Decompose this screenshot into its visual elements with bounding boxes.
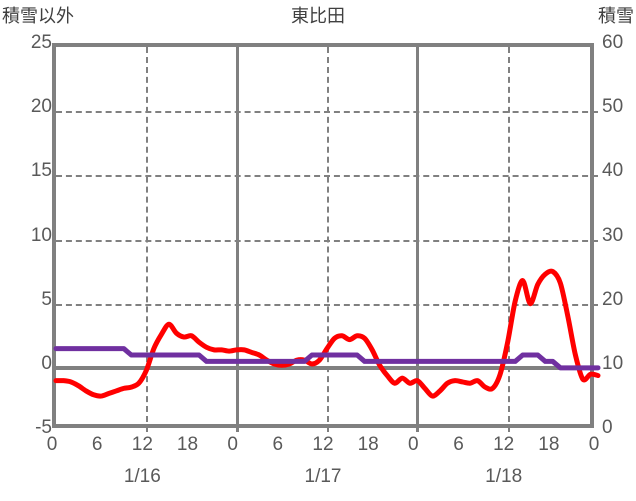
vertical-gridline-day-boundary (416, 47, 420, 432)
x-axis-tick: 6 (91, 434, 103, 455)
vertical-gridline-noon (327, 47, 329, 432)
right-axis-tick: 50 (602, 96, 624, 118)
vertical-gridline-noon (146, 47, 149, 432)
x-axis-tick: 6 (453, 434, 464, 455)
left-axis-tick: 0 (41, 352, 52, 374)
plot-area (52, 43, 601, 432)
vertical-gridline-noon (507, 47, 510, 432)
left-axis-tick: 5 (41, 288, 52, 310)
x-axis-tick: 0 (227, 434, 238, 455)
right-axis-tick: 40 (602, 160, 624, 182)
right-axis-tick: 0 (602, 417, 613, 438)
x-axis-tick: 0 (408, 434, 419, 455)
x-axis-tick: 6 (272, 434, 284, 455)
right-axis-title: 積雪 (598, 6, 634, 26)
chart-title: 東比田 (291, 6, 345, 26)
left-axis-tick: 25 (30, 32, 52, 53)
x-axis-day-label: 1/16 (123, 466, 161, 487)
x-axis-tick: 12 (312, 434, 334, 455)
x-axis-day-label: 1/17 (304, 466, 342, 487)
series-line-non-snow (53, 268, 601, 399)
x-axis-tick: 18 (538, 434, 560, 455)
left-axis-tick: -5 (35, 417, 52, 438)
x-axis-tick: 12 (131, 434, 153, 455)
left-axis-title: 積雪以外 (2, 6, 74, 26)
vertical-gridline-day-boundary (235, 47, 239, 432)
right-axis-tick: 60 (602, 32, 624, 53)
x-axis-tick: 0 (46, 434, 58, 455)
series-layer (53, 268, 601, 399)
series-line-snow-depth (53, 346, 601, 371)
right-axis-tick: 20 (602, 288, 624, 310)
x-axis-tick: 0 (588, 434, 600, 455)
plot-inner (53, 47, 601, 432)
x-axis-tick: 18 (176, 434, 199, 455)
right-axis-tick: 30 (602, 224, 624, 246)
left-axis-tick: 10 (30, 224, 52, 246)
x-axis-tick: 18 (357, 434, 379, 455)
left-axis-tick: 15 (30, 160, 52, 182)
x-axis-day-label: 1/18 (485, 466, 523, 487)
right-axis-tick: 10 (602, 352, 624, 374)
x-axis-tick: 12 (493, 434, 515, 455)
left-axis-tick: 20 (30, 96, 52, 118)
